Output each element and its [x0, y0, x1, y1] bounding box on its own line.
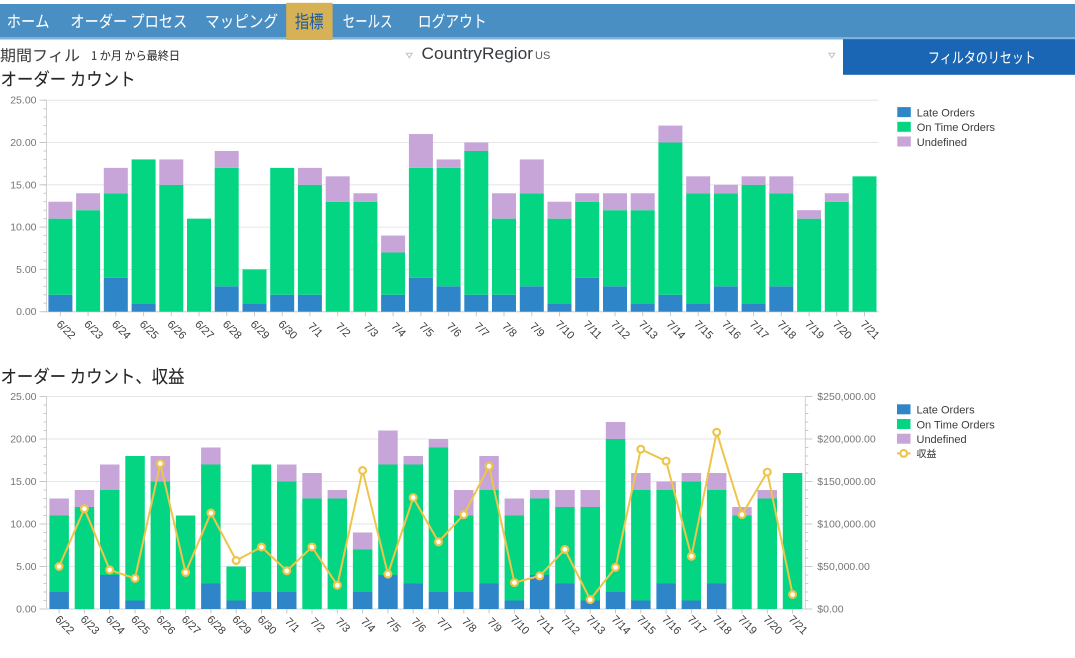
svg-text:7/1: 7/1 [305, 321, 324, 340]
svg-text:7/8: 7/8 [459, 616, 478, 635]
svg-text:7/9: 7/9 [485, 616, 504, 635]
svg-text:$250,000.00: $250,000.00 [817, 391, 876, 403]
svg-text:Undefined: Undefined [917, 137, 967, 149]
svg-text:0.00: 0.00 [16, 604, 37, 616]
svg-text:6/25: 6/25 [137, 318, 161, 342]
svg-text:7/2: 7/2 [307, 616, 326, 635]
svg-text:6/24: 6/24 [103, 614, 127, 638]
svg-text:7/21: 7/21 [858, 318, 882, 342]
svg-text:25.00: 25.00 [10, 95, 36, 107]
svg-text:5.00: 5.00 [16, 561, 37, 573]
svg-text:7/17: 7/17 [685, 614, 709, 638]
svg-text:0.00: 0.00 [16, 306, 37, 318]
svg-text:7/14: 7/14 [609, 614, 633, 638]
svg-text:6/26: 6/26 [154, 614, 178, 638]
svg-text:Undefined: Undefined [917, 434, 967, 446]
svg-text:7/9: 7/9 [527, 321, 546, 340]
svg-text:10.00: 10.00 [10, 222, 36, 234]
svg-text:7/5: 7/5 [383, 616, 402, 635]
svg-text:7/19: 7/19 [735, 614, 759, 638]
svg-text:On Time Orders: On Time Orders [917, 419, 996, 431]
svg-text:7/7: 7/7 [472, 321, 491, 340]
svg-text:7/20: 7/20 [830, 318, 854, 342]
svg-text:7/14: 7/14 [664, 318, 688, 342]
svg-text:7/19: 7/19 [802, 318, 826, 342]
svg-text:7/10: 7/10 [508, 614, 532, 638]
svg-text:7/1: 7/1 [282, 616, 301, 635]
svg-text:7/18: 7/18 [710, 614, 734, 638]
svg-text:7/11: 7/11 [533, 614, 556, 637]
svg-text:7/6: 7/6 [444, 321, 463, 340]
svg-text:20.00: 20.00 [10, 434, 36, 446]
svg-text:7/11: 7/11 [581, 319, 604, 342]
svg-text:6/23: 6/23 [81, 318, 105, 342]
svg-text:7/12: 7/12 [608, 318, 632, 342]
svg-text:$50,000.00: $50,000.00 [817, 561, 870, 573]
svg-text:7/2: 7/2 [333, 321, 352, 340]
svg-text:6/27: 6/27 [192, 318, 216, 342]
svg-text:US: US [535, 50, 550, 62]
svg-text:6/29: 6/29 [248, 318, 272, 342]
svg-text:6/28: 6/28 [204, 614, 228, 638]
svg-text:$150,000.00: $150,000.00 [817, 476, 876, 488]
svg-text:6/30: 6/30 [276, 318, 300, 342]
svg-text:7/17: 7/17 [747, 318, 771, 342]
svg-text:7/21: 7/21 [786, 614, 810, 638]
svg-text:7/16: 7/16 [719, 318, 743, 342]
svg-text:6/22: 6/22 [52, 614, 76, 638]
svg-text:6/27: 6/27 [179, 614, 203, 638]
svg-text:6/24: 6/24 [109, 318, 133, 342]
svg-text:6/25: 6/25 [128, 614, 152, 638]
svg-text:7/13: 7/13 [636, 318, 660, 342]
svg-text:7/3: 7/3 [333, 616, 352, 635]
svg-text:6/22: 6/22 [54, 318, 78, 342]
svg-text:10.00: 10.00 [10, 519, 36, 531]
svg-text:7/20: 7/20 [761, 614, 785, 638]
svg-text:$100,000.00: $100,000.00 [817, 519, 876, 531]
svg-text:15.00: 15.00 [10, 476, 36, 488]
svg-text:7/4: 7/4 [358, 616, 377, 635]
svg-text:6/23: 6/23 [78, 614, 102, 638]
svg-text:On Time Orders: On Time Orders [917, 122, 996, 134]
svg-text:6/28: 6/28 [220, 318, 244, 342]
svg-text:6/29: 6/29 [230, 614, 254, 638]
svg-text:6/30: 6/30 [255, 614, 279, 638]
svg-text:7/12: 7/12 [558, 614, 582, 638]
svg-text:25.00: 25.00 [10, 391, 36, 403]
svg-text:7/10: 7/10 [553, 318, 577, 342]
svg-text:7/15: 7/15 [692, 318, 716, 342]
svg-text:7/13: 7/13 [584, 614, 608, 638]
svg-text:5.00: 5.00 [16, 264, 37, 276]
svg-text:Late Orders: Late Orders [917, 405, 976, 417]
svg-text:20.00: 20.00 [10, 137, 36, 149]
svg-text:7/6: 7/6 [409, 616, 428, 635]
svg-text:7/18: 7/18 [775, 318, 799, 342]
svg-text:Late Orders: Late Orders [917, 107, 976, 119]
svg-text:7/4: 7/4 [389, 321, 408, 340]
svg-text:$200,000.00: $200,000.00 [817, 434, 876, 446]
svg-text:7/7: 7/7 [434, 616, 453, 635]
svg-text:15.00: 15.00 [10, 179, 36, 191]
svg-text:$0.00: $0.00 [817, 604, 843, 616]
svg-text:7/5: 7/5 [416, 321, 435, 340]
svg-text:6/26: 6/26 [165, 318, 189, 342]
svg-text:7/15: 7/15 [634, 614, 658, 638]
svg-text:7/8: 7/8 [499, 321, 518, 340]
svg-text:7/16: 7/16 [659, 614, 683, 638]
svg-text:CountryRegior: CountryRegior [422, 44, 534, 63]
svg-text:7/3: 7/3 [361, 321, 380, 340]
